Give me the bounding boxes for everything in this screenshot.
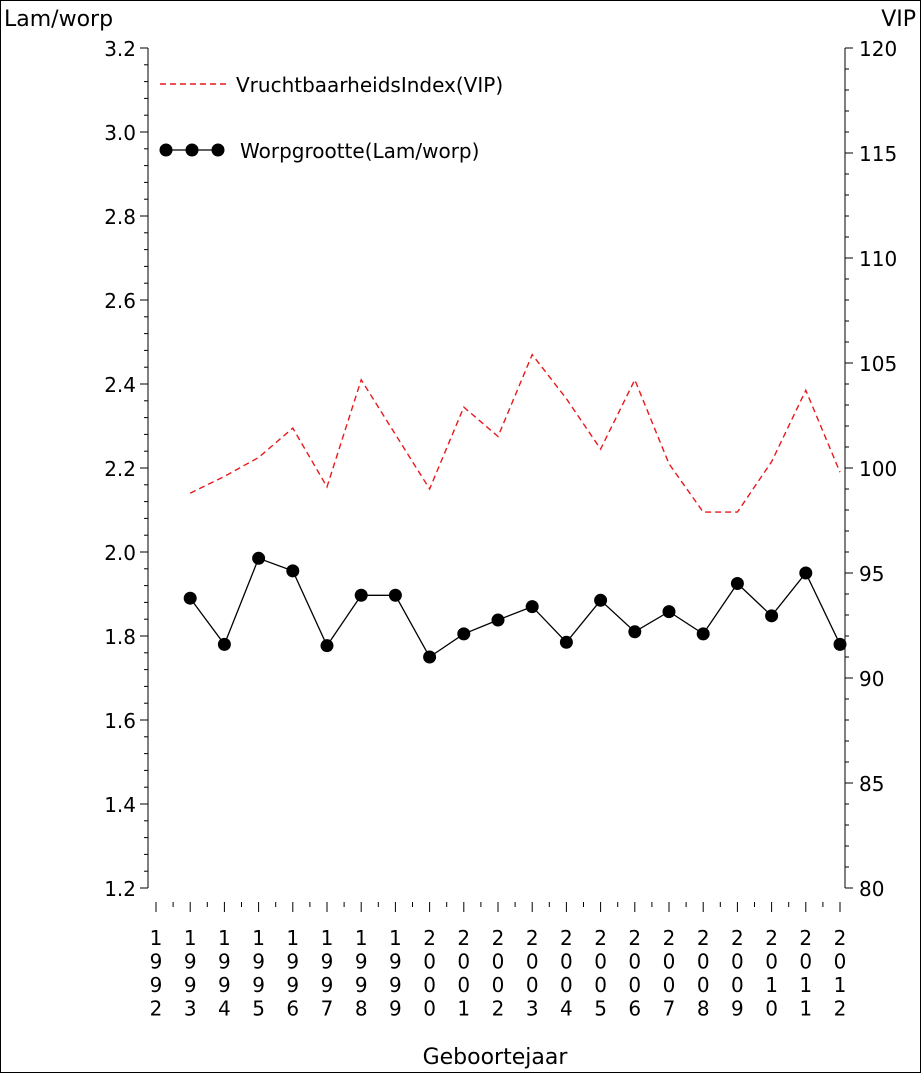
data-point-worpgrootte	[730, 577, 744, 590]
data-point-worpgrootte	[765, 609, 779, 623]
series-layer	[183, 353, 847, 664]
data-point-worpgrootte	[286, 564, 300, 578]
series-line-vip	[189, 353, 841, 513]
data-point-worpgrootte	[799, 566, 813, 580]
legend-marker-worpgrootte	[211, 143, 225, 157]
data-point-worpgrootte	[594, 593, 608, 607]
y-right-tick-label: 110	[859, 247, 897, 271]
legend-label-vip: VruchtbaarheidsIndex(VIP)	[236, 73, 503, 97]
ticks	[140, 47, 853, 912]
series-line-worpgrootte	[189, 557, 841, 658]
y-right-tick-label: 80	[859, 877, 884, 901]
data-point-worpgrootte	[423, 650, 437, 664]
legend-label-worpgrootte: Worpgrootte(Lam/worp)	[240, 139, 479, 163]
data-point-worpgrootte	[388, 588, 402, 602]
y-left-tick-label: 1.4	[104, 793, 136, 817]
legend: VruchtbaarheidsIndex(VIP) Worpgrootte(Lam…	[159, 73, 503, 163]
y-right-tick-label: 120	[859, 37, 897, 61]
y-left-tick-label: 2.4	[104, 373, 136, 397]
data-point-worpgrootte	[457, 627, 471, 641]
data-point-worpgrootte	[183, 591, 197, 605]
y-left-tick-label: 2.8	[104, 205, 136, 229]
y-left-tick-label: 1.6	[104, 709, 136, 733]
data-point-worpgrootte	[662, 605, 676, 619]
data-point-worpgrootte	[559, 635, 573, 649]
y-left-tick-label: 2.2	[104, 457, 136, 481]
y-left-tick-label: 3.2	[104, 37, 136, 61]
y-right-tick-label: 100	[859, 457, 897, 481]
y-right-tick-label: 85	[859, 772, 884, 796]
y-right-axis-label: VIP	[881, 7, 916, 32]
y-left-tick-label: 2.6	[104, 289, 136, 313]
y-right-tick-label: 115	[859, 142, 897, 166]
y-left-tick-label: 3.0	[104, 121, 136, 145]
y-left-tick-label: 2.0	[104, 541, 136, 565]
y-left-tick-label: 1.2	[104, 877, 136, 901]
data-point-worpgrootte	[525, 600, 539, 614]
data-point-worpgrootte	[491, 613, 505, 627]
data-point-worpgrootte	[696, 627, 710, 641]
axes	[147, 48, 846, 888]
legend-marker-worpgrootte	[185, 143, 199, 157]
x-axis-label: Geboortejaar	[423, 1045, 569, 1070]
data-point-worpgrootte	[320, 639, 334, 653]
data-point-worpgrootte	[628, 625, 642, 639]
y-left-axis-label: Lam/worp	[4, 7, 113, 32]
data-point-worpgrootte	[217, 637, 231, 651]
y-right-tick-label: 105	[859, 352, 897, 376]
tick-labels: 1.2 1.4 1.6 1.8 2.0 2.2 2.4 2.6 2.8 3.0 3.2 80 85 90 9…	[104, 37, 897, 1021]
data-point-worpgrootte	[833, 637, 847, 651]
legend-marker-worpgrootte	[159, 143, 173, 157]
y-right-tick-label: 90	[859, 667, 884, 691]
data-point-worpgrootte	[354, 588, 368, 602]
data-point-worpgrootte	[252, 551, 266, 565]
y-right-tick-label: 95	[859, 562, 884, 586]
y-left-tick-label: 1.8	[104, 625, 136, 649]
